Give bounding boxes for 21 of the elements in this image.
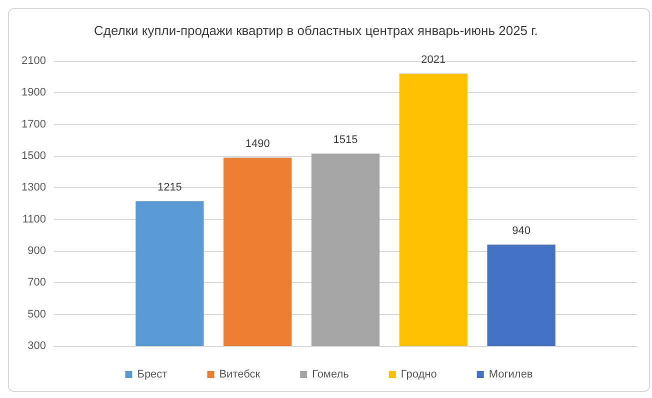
y-tick-label: 1500 [22,150,46,162]
y-tick-label: 500 [28,308,46,320]
chart-title: Сделки купли-продажи квартир в областных центрах январь-июнь 2025 г. [94,23,538,38]
y-tick-label: 1900 [22,86,46,99]
data-label: 1515 [333,134,358,146]
y-tick-label: 300 [28,340,46,352]
legend-label: Могилев [488,368,533,380]
y-tick-label: 1700 [22,118,46,130]
legend-label: Гродно [400,368,437,380]
y-tick-label: 900 [28,245,46,257]
legend-label: Гомель [312,368,350,380]
legend-label: Брест [137,368,168,380]
data-label: 940 [512,225,530,238]
y-tick-label: 1300 [22,182,46,194]
y-tick-label: 1100 [22,213,46,226]
legend-label: Витебск [219,368,260,380]
data-label: 2021 [421,54,446,66]
y-tick-label: 2100 [22,55,46,67]
data-label: 1490 [245,138,270,150]
data-label: 1215 [157,182,182,194]
y-tick-label: 700 [28,276,46,289]
